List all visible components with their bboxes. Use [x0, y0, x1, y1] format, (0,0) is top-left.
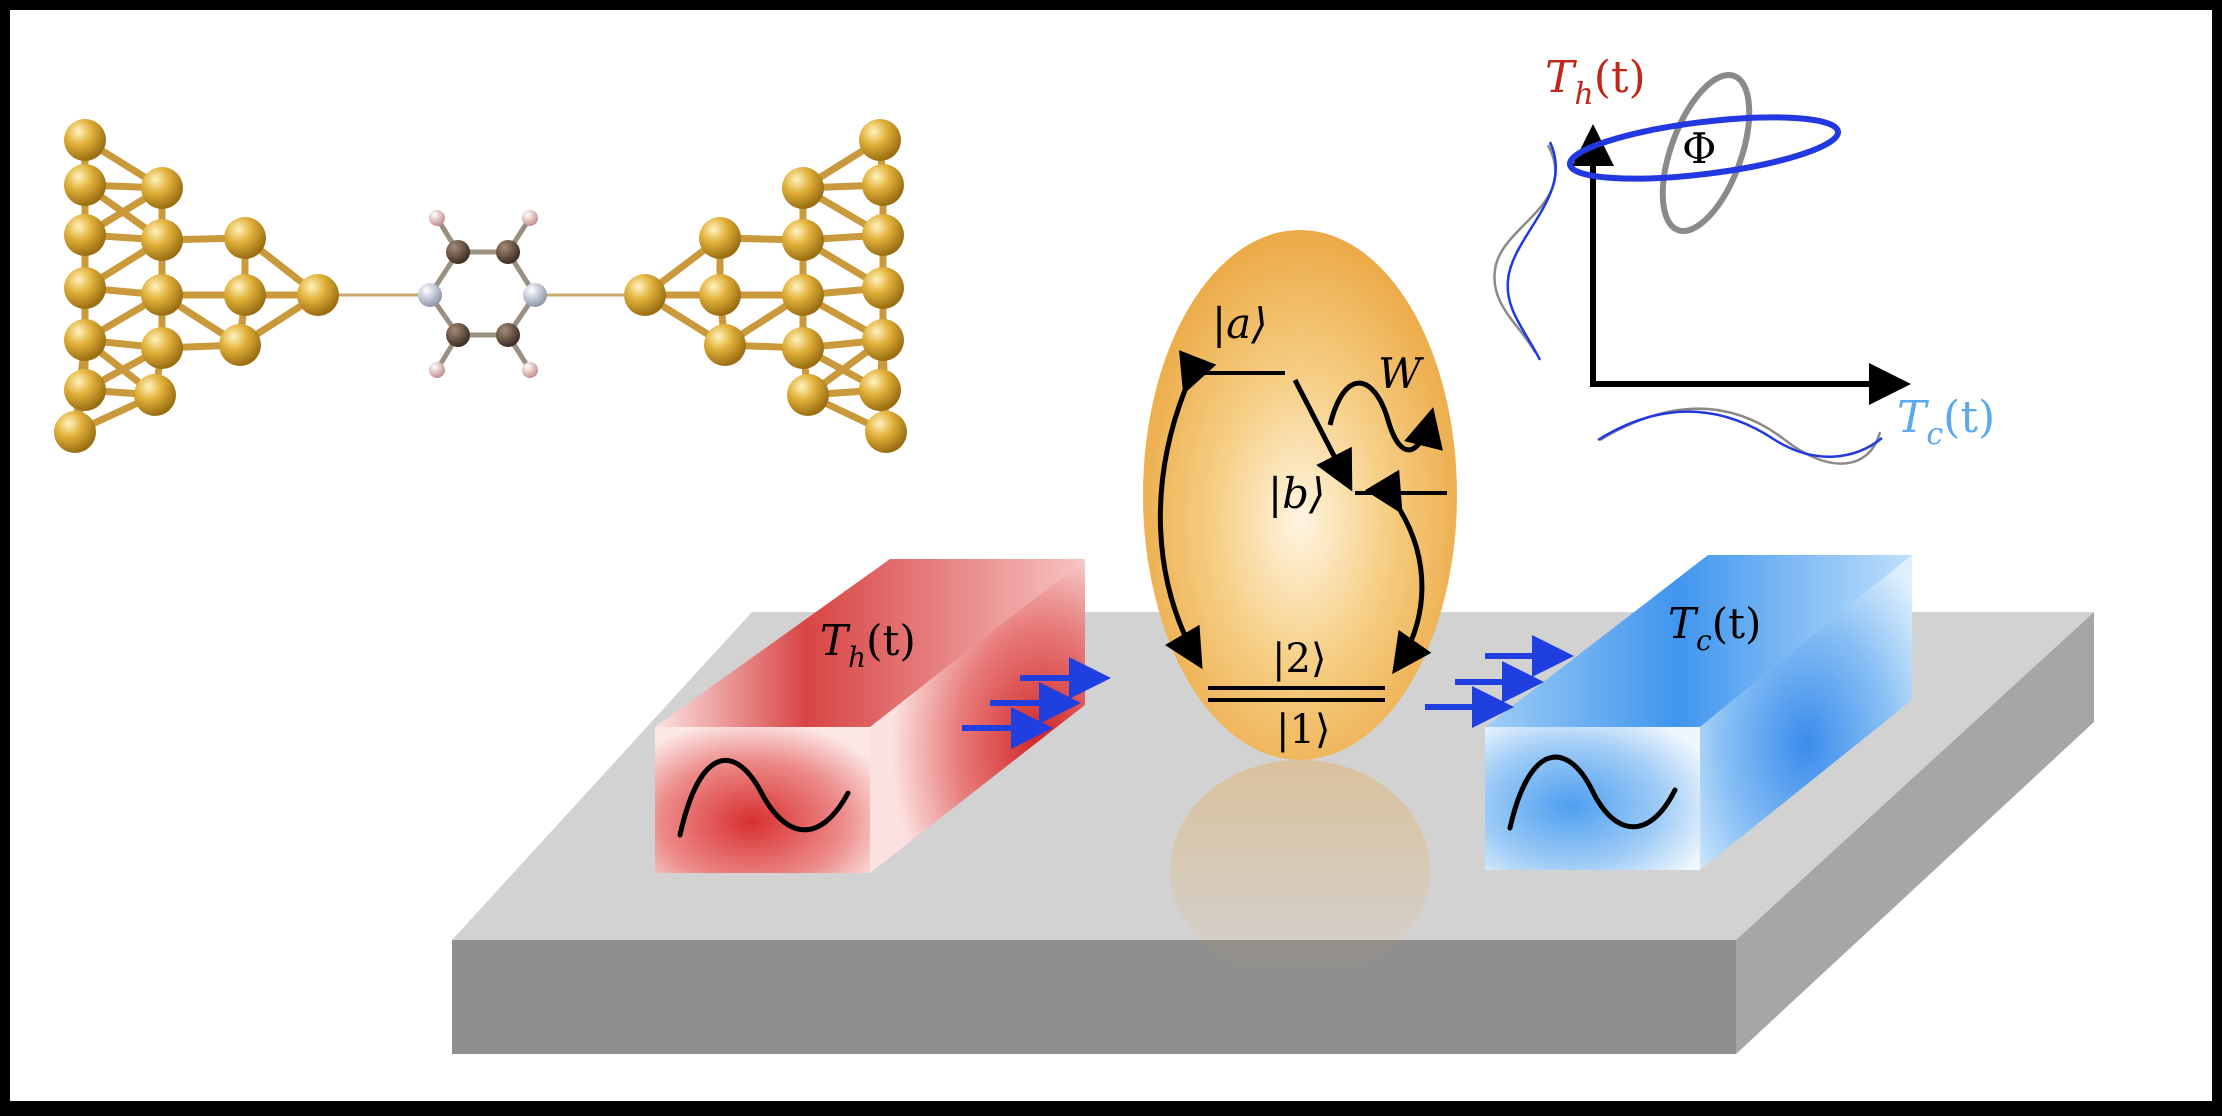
hydrogen-atom — [429, 362, 445, 378]
hot-bath-block: Th(t) — [655, 559, 1085, 873]
gold-atom — [64, 119, 106, 161]
gold-atom — [787, 374, 829, 416]
hot-bath-side — [870, 559, 1085, 873]
gold-atom — [862, 214, 904, 256]
gold-atom — [64, 319, 106, 361]
cycle-inset-plot: Φ Th(t) Tc(t) — [1493, 52, 1995, 465]
state-b-label: |b⟩ — [1268, 469, 1325, 518]
heat-flow-arrows-icon — [962, 657, 1111, 749]
gold-atom — [704, 324, 746, 366]
gold-atom — [134, 374, 176, 416]
gold-atom — [865, 411, 907, 453]
cold-signal-blue — [1597, 410, 1883, 458]
transition-b-2-arrow — [1364, 469, 1432, 675]
blue-cycle-loop — [1566, 114, 1842, 182]
cold-bath-label: Tc(t) — [1668, 599, 1761, 657]
hot-signal-blue — [1506, 141, 1558, 361]
hot-bath-top — [655, 559, 1085, 727]
gold-atom — [64, 369, 106, 411]
slab-front — [452, 940, 1736, 1054]
transition-a-b-arrow — [1292, 378, 1353, 492]
gold-atom — [224, 217, 266, 259]
gold-atom — [862, 319, 904, 361]
gold-atom — [141, 274, 183, 316]
gold-atom — [297, 274, 339, 316]
gold-atom — [859, 369, 901, 411]
heat-flow-arrows-icon — [1425, 635, 1574, 728]
carbon-atom — [446, 323, 470, 347]
molecule-atoms — [418, 210, 547, 378]
hydrogen-atom — [522, 362, 538, 378]
gold-atom — [54, 411, 96, 453]
transition-a-1-arrow — [1157, 350, 1217, 670]
plot-y-axis-label: Th(t) — [1545, 52, 1646, 112]
gold-atom — [64, 164, 106, 206]
sine-wave-icon — [677, 757, 851, 838]
gold-atom — [699, 274, 741, 316]
gold-atom — [782, 274, 824, 316]
wavy-work-arrow-icon — [1327, 380, 1443, 453]
gold-atom — [624, 274, 666, 316]
egg-reflection — [1170, 760, 1430, 980]
carbon-atom — [496, 240, 520, 264]
nitrogen-atom — [418, 283, 442, 307]
flux-label: Φ — [1682, 124, 1716, 173]
gold-atom — [141, 327, 183, 369]
sine-wave-icon — [1507, 754, 1678, 831]
gray-cycle-loop — [1659, 72, 1753, 234]
carbon-atom — [496, 323, 520, 347]
gold-atom — [219, 324, 261, 366]
gold-atom — [141, 167, 183, 209]
cold-bath-block: Tc(t) — [1485, 555, 1912, 870]
nitrogen-atom — [523, 283, 547, 307]
gold-atom — [862, 267, 904, 309]
cold-bath-top — [1485, 555, 1912, 727]
hot-bath-label: Th(t) — [820, 616, 916, 674]
gold-atom — [782, 219, 824, 261]
state-2-label: |2⟩ — [1272, 636, 1327, 682]
right-electrode-atoms — [624, 119, 907, 453]
gold-atom — [862, 164, 904, 206]
slab-side — [1736, 612, 2094, 1054]
state-a-label: |a⟩ — [1212, 299, 1268, 348]
hot-bath-front — [655, 727, 870, 873]
hydrogen-atom — [522, 210, 538, 226]
gold-atom — [859, 119, 901, 161]
plot-x-axis-label: Tc(t) — [1897, 392, 1995, 452]
molecular-junction — [54, 119, 907, 453]
gold-atom — [782, 167, 824, 209]
quantum-system-egg: |a⟩ |b⟩ |2⟩ |1⟩ W — [1143, 230, 1457, 760]
carbon-atom — [446, 240, 470, 264]
gold-atom — [64, 267, 106, 309]
gold-atom — [782, 327, 824, 369]
state-1-label: |1⟩ — [1276, 707, 1331, 753]
left-electrode-atoms — [54, 119, 339, 453]
cold-bath-side — [1700, 555, 1912, 870]
gold-atom — [64, 214, 106, 256]
gold-atom — [141, 219, 183, 261]
work-label: W — [1378, 349, 1425, 398]
hydrogen-atom — [429, 210, 445, 226]
gold-atom — [699, 217, 741, 259]
gold-atom — [224, 274, 266, 316]
